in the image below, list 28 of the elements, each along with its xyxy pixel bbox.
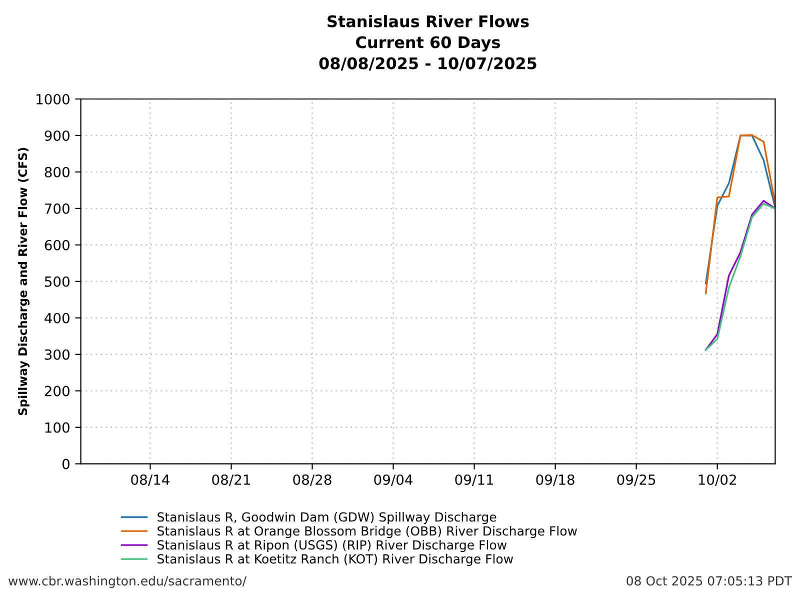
y-tick-label: 100 bbox=[45, 422, 70, 433]
x-tick-label: 08/14 bbox=[131, 474, 170, 486]
y-tick-label: 500 bbox=[44, 276, 70, 287]
text: 08 Oct 2025 07:05:13 PDT bbox=[626, 576, 792, 586]
y-tick-label: 0 bbox=[62, 458, 70, 470]
x-tick-label: 08/21 bbox=[212, 474, 250, 486]
y-tick-label: 200 bbox=[44, 386, 70, 396]
x-tick-label: 09/18 bbox=[536, 474, 574, 486]
text: www.cbr.washington.edu/sacramento/ bbox=[8, 576, 247, 588]
x-tick-label: 10/02 bbox=[698, 474, 736, 486]
legend-label: Stanislaus R, Goodwin Dam (GDW) Spillway Discharge bbox=[158, 512, 496, 524]
y-tick-label: 600 bbox=[44, 240, 70, 250]
legend-label: Stanislaus R at Ripon (USGS) (RIP) River Discharge Flow bbox=[158, 540, 507, 552]
legend-label: Stanislaus R at Koetitz Ranch (KOT) River Discharge Flow bbox=[158, 554, 514, 566]
y-axis-title: Spillway Discharge and River Flow (CFS) bbox=[18, 148, 30, 416]
x-tick-label: 09/04 bbox=[374, 474, 413, 486]
y-tick-label: 400 bbox=[44, 312, 70, 324]
y-tick-label: 900 bbox=[44, 130, 70, 141]
y-tick-label: 700 bbox=[45, 203, 70, 214]
x-tick-label: 09/25 bbox=[617, 474, 656, 486]
legend-label: Stanislaus R at Orange Blossom Bridge (OBB) River Discharge Flow bbox=[158, 526, 577, 538]
y-tick-label: 800 bbox=[44, 166, 70, 178]
y-tick-label: 300 bbox=[44, 349, 70, 360]
y-tick-label: 1000 bbox=[36, 94, 70, 104]
x-tick-label: 08/28 bbox=[293, 474, 332, 486]
x-tick-label: 09/11 bbox=[455, 474, 494, 486]
chart-subtitle: Current 60 Days 08/08/2025 - 10/07/2025 bbox=[319, 36, 536, 71]
chart-title: Stanislaus River Flows bbox=[328, 15, 529, 28]
